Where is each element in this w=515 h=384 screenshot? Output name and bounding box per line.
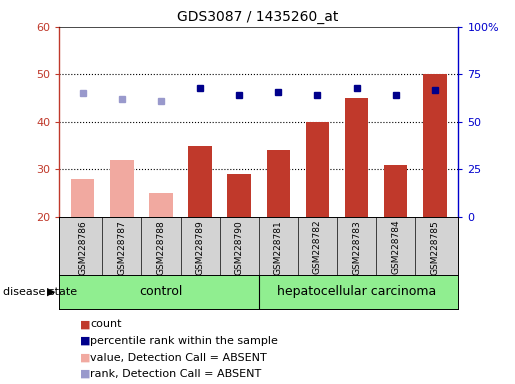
Bar bbox=[149, 193, 173, 217]
Text: GSM228783: GSM228783 bbox=[352, 220, 361, 275]
Text: GSM228788: GSM228788 bbox=[157, 220, 165, 275]
Bar bbox=[423, 74, 447, 217]
Text: GSM228785: GSM228785 bbox=[431, 220, 439, 275]
Text: ▶: ▶ bbox=[47, 287, 56, 297]
Text: disease state: disease state bbox=[3, 287, 77, 297]
Text: ■: ■ bbox=[80, 336, 90, 346]
Text: GSM228787: GSM228787 bbox=[117, 220, 126, 275]
Text: GSM228782: GSM228782 bbox=[313, 220, 322, 275]
Bar bbox=[228, 174, 251, 217]
Text: rank, Detection Call = ABSENT: rank, Detection Call = ABSENT bbox=[90, 369, 262, 379]
Bar bbox=[71, 179, 94, 217]
Bar bbox=[188, 146, 212, 217]
Text: ■: ■ bbox=[80, 353, 90, 362]
Text: value, Detection Call = ABSENT: value, Detection Call = ABSENT bbox=[90, 353, 267, 362]
Text: count: count bbox=[90, 319, 122, 329]
Text: ■: ■ bbox=[80, 369, 90, 379]
Text: control: control bbox=[139, 285, 183, 298]
Bar bbox=[267, 151, 290, 217]
Bar bbox=[345, 98, 368, 217]
Text: GDS3087 / 1435260_at: GDS3087 / 1435260_at bbox=[177, 10, 338, 23]
Text: percentile rank within the sample: percentile rank within the sample bbox=[90, 336, 278, 346]
Text: GSM228781: GSM228781 bbox=[274, 220, 283, 275]
Text: GSM228789: GSM228789 bbox=[196, 220, 204, 275]
Bar bbox=[384, 165, 407, 217]
Text: GSM228790: GSM228790 bbox=[235, 220, 244, 275]
Text: hepatocellular carcinoma: hepatocellular carcinoma bbox=[277, 285, 436, 298]
Text: GSM228786: GSM228786 bbox=[78, 220, 87, 275]
Bar bbox=[306, 122, 329, 217]
Text: GSM228784: GSM228784 bbox=[391, 220, 400, 275]
Text: ■: ■ bbox=[80, 319, 90, 329]
Bar bbox=[110, 160, 133, 217]
